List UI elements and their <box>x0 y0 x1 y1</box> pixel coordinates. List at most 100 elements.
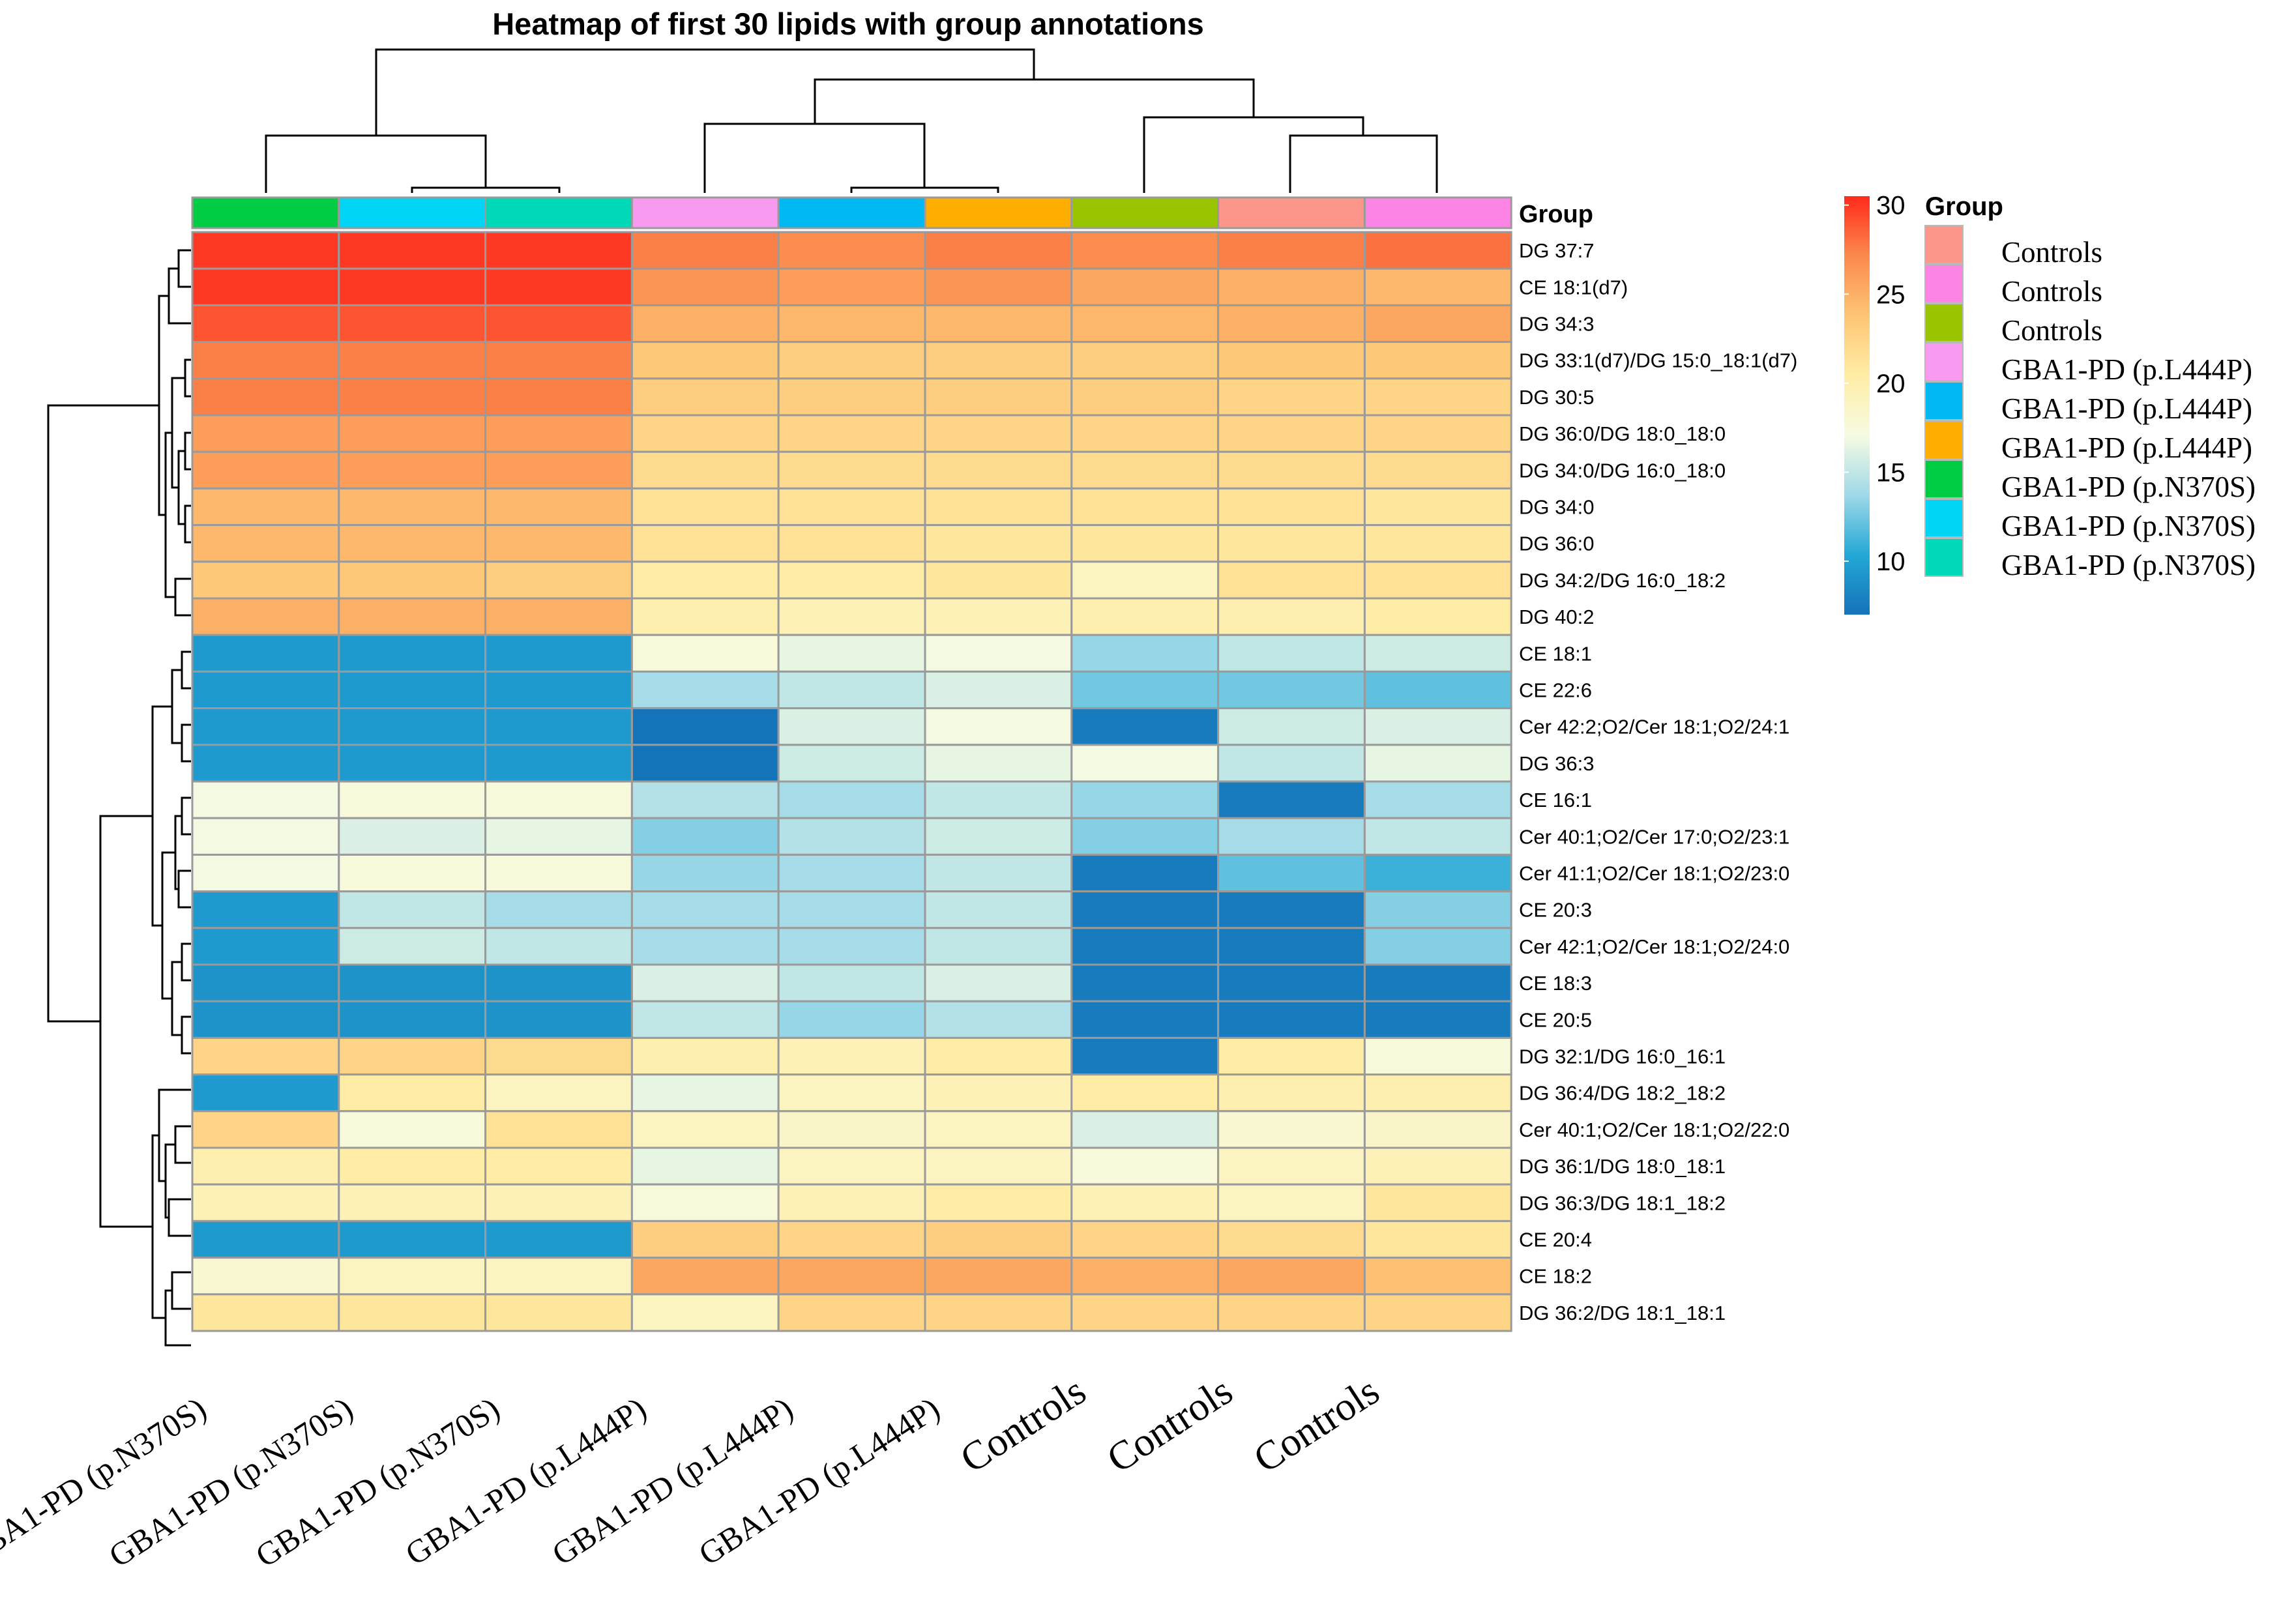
heatmap-cell <box>338 927 487 966</box>
row-dendrogram <box>47 249 191 1347</box>
heatmap-cell <box>191 963 340 1002</box>
column-labels: GBA1-PD (p.N370S)GBA1-PD (p.N370S)GBA1-P… <box>0 1369 1387 1575</box>
heatmap-cell <box>1217 707 1366 746</box>
heatmap-cell <box>484 780 633 819</box>
heatmap-cell <box>1217 450 1366 489</box>
heatmap-cell <box>1217 414 1366 453</box>
heatmap-cell <box>484 1219 633 1259</box>
legend-swatch <box>1924 381 1964 420</box>
heatmap-cell <box>1070 267 1220 306</box>
heatmap-cell <box>924 780 1073 819</box>
heatmap-cell <box>1363 450 1512 489</box>
heatmap-cell <box>191 377 340 416</box>
row-label: CE 20:3 <box>1519 899 1592 922</box>
group-header: Group <box>1519 201 1593 228</box>
heatmap-cell <box>1217 561 1366 600</box>
heatmap-cell <box>777 707 926 746</box>
heatmap-cell <box>191 707 340 746</box>
heatmap-cell <box>924 304 1073 343</box>
heatmap-cell <box>924 744 1073 783</box>
heatmap-cell <box>1070 1000 1220 1039</box>
heatmap-cell <box>924 1146 1073 1186</box>
heatmap-cell <box>630 817 780 856</box>
row-label: DG 36:0 <box>1519 533 1594 555</box>
heatmap-cell <box>338 1183 487 1222</box>
heatmap-cell <box>1070 1183 1220 1222</box>
heatmap-cell <box>1363 963 1512 1002</box>
row-label: DG 36:3 <box>1519 752 1594 775</box>
heatmap-cell <box>1363 341 1512 380</box>
legend-swatch <box>1924 499 1964 538</box>
heatmap-cell <box>484 1293 633 1332</box>
heatmap-cell <box>484 1073 633 1113</box>
legend-swatch <box>1924 460 1964 499</box>
scale-tick-label: 30 <box>1876 192 1906 220</box>
heatmap-cell <box>1070 524 1220 563</box>
heatmap-cell <box>191 1293 340 1332</box>
heatmap-cell <box>484 1110 633 1149</box>
heatmap-cell <box>1363 853 1512 893</box>
heatmap-cell <box>484 963 633 1002</box>
heatmap-cell <box>1363 780 1512 819</box>
heatmap-cell <box>484 1257 633 1296</box>
heatmap-cell <box>338 1073 487 1113</box>
heatmap-cell <box>1363 890 1512 929</box>
heatmap-cell <box>191 1036 340 1076</box>
column-label: GBA1-PD (p.L444P) <box>399 1390 653 1572</box>
row-label: DG 34:3 <box>1519 313 1594 336</box>
heatmap-cell <box>777 1257 926 1296</box>
heatmap-cell <box>191 670 340 710</box>
heatmap-cell <box>1070 780 1220 819</box>
legend-label: GBA1-PD (p.L444P) <box>2001 353 2252 386</box>
heatmap-cell <box>777 817 926 856</box>
heatmap-cell <box>777 1146 926 1186</box>
heatmap-cell <box>1070 231 1220 270</box>
heatmap-cell <box>338 487 487 527</box>
heatmap-cell <box>777 414 926 453</box>
heatmap-cell <box>1070 487 1220 527</box>
heatmap-cell <box>777 267 926 306</box>
heatmap-cell <box>191 780 340 819</box>
heatmap-cell <box>630 561 780 600</box>
legend-label: GBA1-PD (p.L444P) <box>2001 392 2252 425</box>
heatmap-cell <box>484 304 633 343</box>
heatmap-cell <box>484 450 633 489</box>
heatmap-cell <box>924 1257 1073 1296</box>
legend-swatch <box>1924 303 1964 342</box>
heatmap-cell <box>1217 1146 1366 1186</box>
scale-tick-label: 20 <box>1876 370 1906 398</box>
group-color-cell <box>924 196 1073 229</box>
heatmap-cell <box>1217 231 1366 270</box>
heatmap-cell <box>338 377 487 416</box>
heatmap-cell <box>1363 744 1512 783</box>
heatmap-cell <box>338 524 487 563</box>
heatmap-cell <box>1217 1219 1366 1259</box>
heatmap-cells <box>191 231 1512 1332</box>
heatmap-cell <box>1217 487 1366 527</box>
heatmap-cell <box>191 304 340 343</box>
heatmap-cell <box>630 231 780 270</box>
heatmap-cell <box>191 1146 340 1186</box>
row-label: DG 34:0/DG 16:0_18:0 <box>1519 459 1726 482</box>
heatmap-cell <box>1070 1110 1220 1149</box>
heatmap-cell <box>777 963 926 1002</box>
heatmap-cell <box>924 487 1073 527</box>
heatmap-cell <box>338 744 487 783</box>
heatmap-cell <box>338 597 487 636</box>
heatmap-cell <box>630 304 780 343</box>
heatmap-cell <box>191 634 340 673</box>
heatmap-cell <box>924 524 1073 563</box>
heatmap-cell <box>777 780 926 819</box>
heatmap-cell <box>1070 853 1220 893</box>
color-scale-bar <box>1844 196 1870 615</box>
heatmap-cell <box>924 231 1073 270</box>
heatmap-cell <box>1363 414 1512 453</box>
heatmap-cell <box>630 1036 780 1076</box>
heatmap-cell <box>1363 231 1512 270</box>
heatmap-cell <box>338 670 487 710</box>
legend-title: Group <box>1925 192 2003 221</box>
heatmap-cell <box>924 634 1073 673</box>
heatmap-cell <box>630 963 780 1002</box>
heatmap-cell <box>338 1293 487 1332</box>
heatmap-cell <box>630 267 780 306</box>
